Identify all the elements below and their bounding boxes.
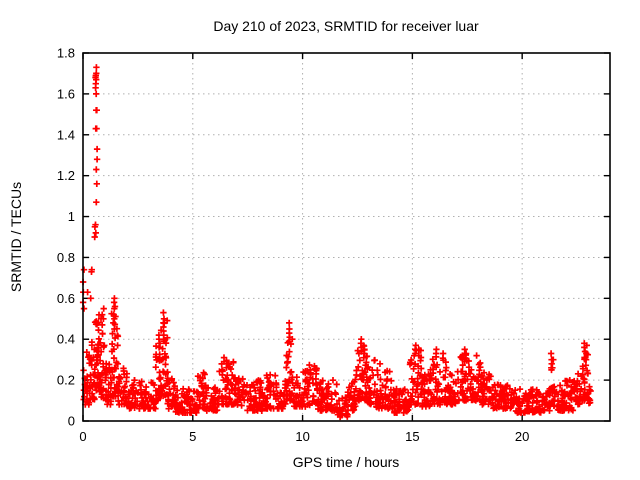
y-tick-label: 0.6 [57,291,75,306]
y-tick-label: 1.8 [57,46,75,61]
y-tick-label: 1 [68,209,75,224]
y-tick-label: 1.2 [57,168,75,183]
x-tick-label: 0 [79,429,86,444]
y-axis-label: SRMTID / TECUs [8,182,24,292]
scatter-points [79,64,594,421]
tick-layer [82,52,610,422]
x-tick-label: 5 [189,429,196,444]
grid-layer [83,53,610,421]
x-tick-label: 15 [405,429,419,444]
chart-title: Day 210 of 2023, SRMTID for receiver lua… [213,18,479,34]
plot-border [82,52,611,422]
y-tick-label: 0.8 [57,250,75,265]
y-tick-label: 1.4 [57,127,75,142]
tick-label-layer: 0 5 10 15 20 0 0.2 0.4 0.6 0.8 1 1.2 1.4 1.6 1.8 [57,46,529,445]
y-tick-label: 1.6 [57,86,75,101]
y-tick-label: 0 [68,414,75,429]
data-points-layer [79,64,594,421]
x-axis-label: GPS time / hours [293,454,400,470]
y-tick-label: 0.4 [57,332,75,347]
x-tick-label: 10 [295,429,309,444]
x-tick-label: 20 [515,429,529,444]
plot-area [79,52,611,422]
y-tick-label: 0.2 [57,373,75,388]
